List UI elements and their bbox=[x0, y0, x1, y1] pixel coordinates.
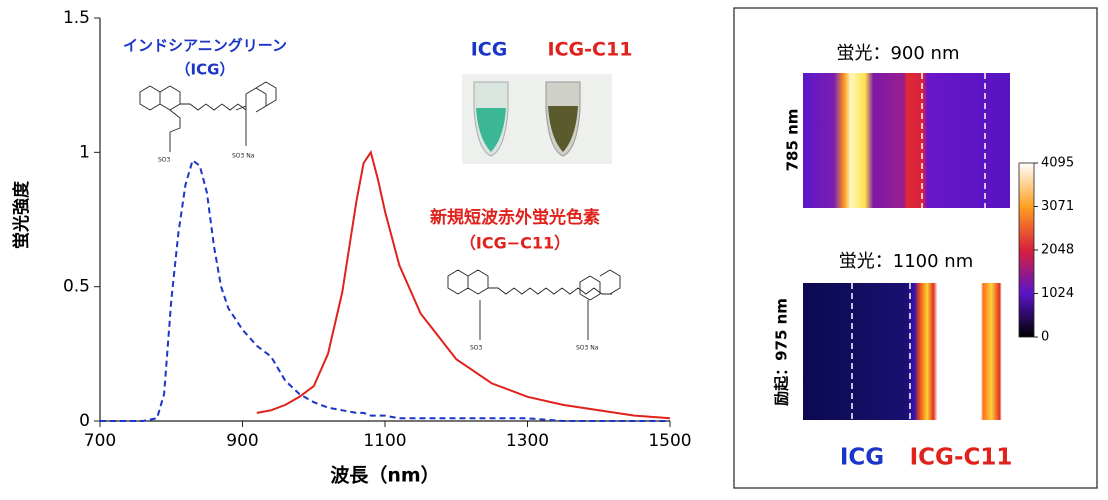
series-label: 新規短波赤外蛍光色素 bbox=[430, 207, 600, 228]
y-label: 蛍光強度 bbox=[11, 180, 32, 249]
x-tick-label: 1300 bbox=[506, 431, 549, 451]
y-tick-label: 0.5 bbox=[63, 277, 90, 297]
structure-icg: SO3 SO3 Na bbox=[140, 82, 276, 164]
series-line bbox=[257, 152, 670, 418]
colorbar-tick-label: 4095 bbox=[1041, 156, 1074, 171]
colorbar-tick-label: 0 bbox=[1041, 330, 1049, 345]
image bbox=[803, 283, 1010, 420]
image-side-label: 励起：975 nm bbox=[773, 298, 791, 406]
chart: 蛍光強度 波長（nm） インドシアニングリーン （ICG） 新規短波赤外蛍光色素… bbox=[11, 8, 692, 487]
colorbar-tick-label: 3071 bbox=[1041, 199, 1074, 214]
photo-label: ICG-C11 bbox=[548, 39, 633, 61]
x-tick-label: 900 bbox=[226, 431, 258, 451]
svg-text:SO3: SO3 bbox=[158, 157, 171, 164]
image-side-label: 785 nm bbox=[784, 109, 802, 172]
tube-photo bbox=[462, 74, 612, 164]
svg-text:SO3 Na: SO3 Na bbox=[576, 345, 599, 352]
image-panel: 蛍光：900 nm 785 nm 蛍光：1100 nm 励起：975 nm IC… bbox=[734, 8, 1097, 488]
y-tick-label: 1.5 bbox=[63, 8, 90, 28]
annotation: （ICG−C11） bbox=[460, 234, 570, 253]
photo-label: ICG bbox=[471, 39, 508, 61]
colorbar-tick-label: 1024 bbox=[1041, 286, 1074, 301]
annotation: （ICG） bbox=[176, 61, 235, 79]
colorbar-tick-label: 2048 bbox=[1041, 242, 1074, 257]
y-tick-label: 1 bbox=[79, 142, 90, 162]
x-tick-label: 700 bbox=[84, 431, 116, 451]
x-tick-label: 1500 bbox=[648, 431, 691, 451]
series-label: インドシアニングリーン bbox=[123, 37, 287, 55]
structure-icg-c11: SO3 SO3 Na bbox=[448, 270, 620, 352]
svg-text:SO3 Na: SO3 Na bbox=[232, 153, 255, 160]
image-title: 蛍光：900 nm bbox=[836, 43, 959, 64]
colorbar bbox=[1019, 163, 1034, 337]
svg-text:SO3: SO3 bbox=[470, 345, 483, 352]
x-tick-label: 1100 bbox=[363, 431, 406, 451]
image-title: 蛍光：1100 nm bbox=[839, 251, 973, 272]
page: 蛍光強度 波長（nm） インドシアニングリーン （ICG） 新規短波赤外蛍光色素… bbox=[0, 0, 1108, 496]
image-label: ICG bbox=[840, 445, 884, 471]
y-tick-label: 0 bbox=[79, 411, 90, 431]
image-label: ICG-C11 bbox=[910, 445, 1013, 471]
series-line bbox=[100, 160, 670, 421]
image bbox=[803, 73, 1010, 208]
x-label: 波長（nm） bbox=[330, 464, 439, 487]
